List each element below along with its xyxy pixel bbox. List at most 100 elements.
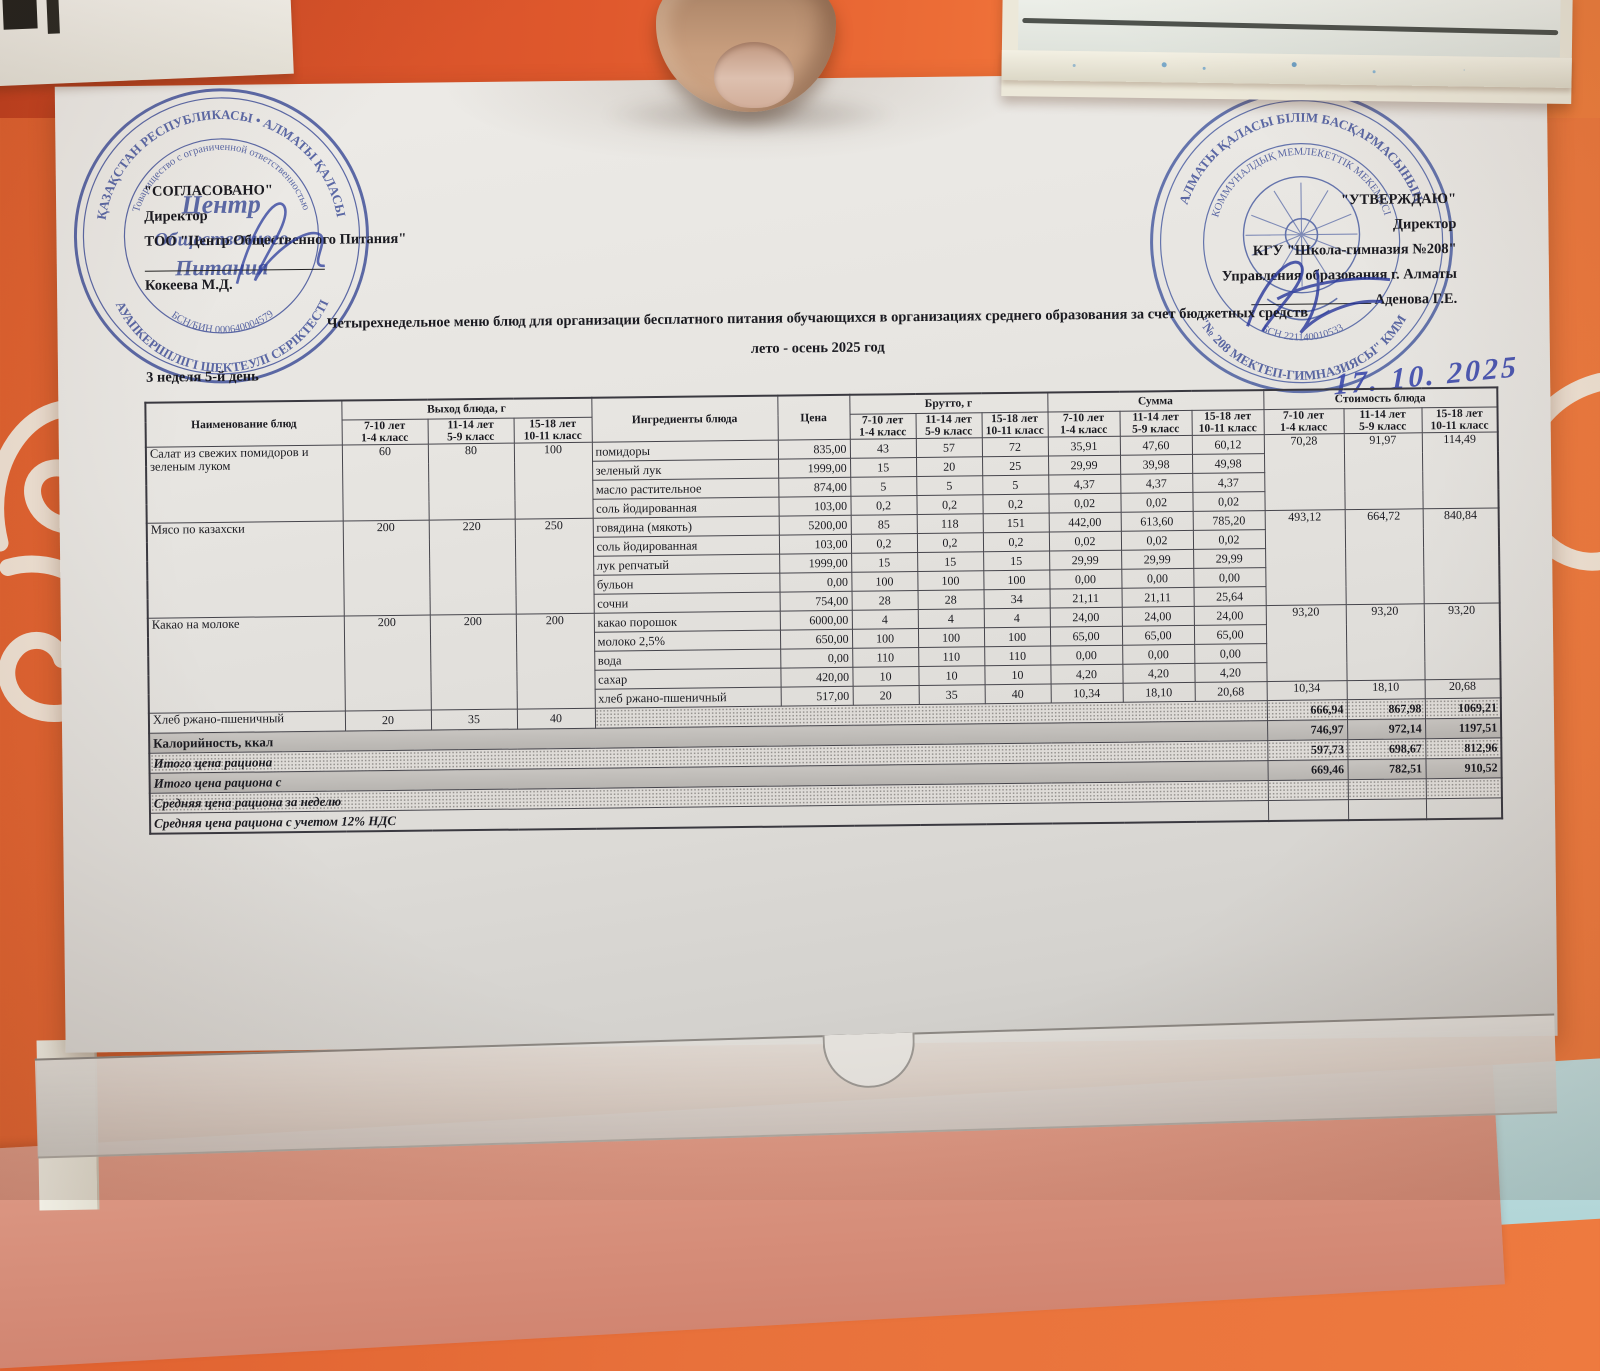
sum-cell: 10,34 — [1050, 683, 1123, 704]
brutto-cell: 20 — [916, 456, 983, 477]
col-header-age-3: 15-18 лет 10-11 класс — [513, 417, 592, 444]
yield-cell: 60 — [341, 444, 429, 522]
col-header-age-1: 7-10 лет 1-4 класс — [341, 419, 428, 446]
brutto-cell: 118 — [916, 513, 983, 534]
price-cell: 6000,00 — [779, 610, 852, 631]
col-header-ingredients: Ингредиенты блюда — [591, 395, 778, 443]
sum-cell: 4,37 — [1192, 472, 1265, 493]
signature-left — [235, 202, 325, 285]
price-cell: 517,00 — [780, 686, 853, 707]
sum-cell: 785,20 — [1192, 510, 1265, 531]
brutto-cell: 100 — [983, 570, 1050, 590]
sum-cell: 35,91 — [1047, 436, 1121, 457]
sum-cell: 29,99 — [1048, 455, 1121, 476]
sum-cell: 0,00 — [1050, 645, 1123, 666]
cost-cell: 70,28 — [1263, 433, 1345, 511]
brutto-cell: 15 — [983, 551, 1050, 571]
yield-cell: 200 — [343, 615, 431, 712]
ingredient-cell: масло растительное — [592, 478, 779, 500]
marker-scribble — [46, 0, 60, 34]
marker-scribble — [2, 0, 38, 30]
cost-cell: 493,12 — [1264, 509, 1346, 606]
cost-cell: 114,49 — [1421, 432, 1499, 509]
sum-cell: 25,64 — [1193, 586, 1266, 607]
ingredient-cell: какао порошок — [593, 611, 780, 633]
yield-cell: 200 — [342, 520, 430, 617]
sum-cell: 39,98 — [1120, 454, 1193, 475]
price-cell: 874,00 — [778, 477, 851, 498]
cost-cell: 91,97 — [1343, 432, 1423, 510]
ingredient-cell: молоко 2,5% — [594, 630, 781, 652]
yield-cell: 250 — [514, 518, 594, 615]
brutto-cell: 0,2 — [982, 494, 1049, 514]
sum-cell: 4,37 — [1048, 474, 1121, 495]
col-header-sum-group: Сумма — [1047, 390, 1264, 413]
thumb-nail — [714, 42, 794, 108]
yield-cell: 40 — [516, 708, 596, 730]
dish-cell: Салат из свежих помидоров и зеленым луко… — [145, 445, 343, 524]
summary-value-cell — [1425, 798, 1503, 820]
summary-value-cell: 812,96 — [1425, 738, 1502, 759]
dish-cell: Мясо по казахски — [146, 521, 344, 619]
col-header-age-3: 15-18 лет 10-11 класс — [981, 412, 1048, 438]
brutto-cell: 10 — [918, 665, 985, 686]
brutto-cell: 0,2 — [982, 532, 1050, 552]
ingredient-cell: зеленый лук — [592, 459, 779, 481]
sum-cell: 4,20 — [1122, 663, 1195, 684]
sum-cell: 0,00 — [1193, 567, 1266, 588]
col-header-dish: Наименование блюд — [145, 400, 342, 448]
summary-value-cell: 666,94 — [1266, 699, 1348, 721]
brutto-cell: 4 — [983, 608, 1050, 628]
brutto-cell: 100 — [917, 570, 984, 591]
sum-cell: 47,60 — [1119, 435, 1193, 456]
brutto-cell: 110 — [918, 646, 985, 667]
summary-label-cell: Хлеб ржано-пшеничный — [148, 711, 346, 734]
sum-cell: 65,00 — [1193, 624, 1267, 645]
stamp-left-center-line3: Питания — [174, 254, 269, 280]
summary-value-cell — [1347, 778, 1426, 800]
brutto-cell: 151 — [982, 513, 1049, 533]
price-cell: 103,00 — [778, 496, 851, 517]
whiteboard-surface — [1017, 0, 1561, 58]
col-header-price: Цена — [777, 394, 850, 441]
ingredient-cell: сочни — [593, 592, 780, 614]
summary-value-cell: 669,46 — [1267, 759, 1348, 781]
marker-line — [1022, 17, 1559, 36]
summary-value-cell: 910,52 — [1425, 758, 1502, 779]
sum-cell: 29,99 — [1049, 550, 1122, 571]
sum-cell: 49,98 — [1192, 453, 1265, 474]
brutto-cell: 57 — [915, 437, 983, 458]
brutto-cell: 28 — [917, 589, 984, 610]
menu-table: Наименование блюд Выход блюда, г Ингреди… — [144, 386, 1504, 835]
sum-cell: 21,11 — [1121, 587, 1194, 608]
summary-value-cell: 597,73 — [1267, 739, 1348, 761]
sum-cell: 21,11 — [1049, 588, 1122, 609]
summary-value-cell — [1267, 799, 1349, 822]
sum-cell: 0,00 — [1049, 569, 1122, 590]
yield-cell: 80 — [427, 443, 515, 521]
sum-cell: 20,68 — [1194, 681, 1267, 702]
brutto-cell: 100 — [851, 628, 919, 649]
sum-cell: 0,02 — [1192, 529, 1266, 550]
summary-value-cell — [1347, 798, 1427, 821]
brutto-cell: 5 — [850, 476, 917, 497]
summary-value-cell: 972,14 — [1347, 718, 1426, 740]
price-cell: 1999,00 — [779, 553, 852, 574]
sum-cell: 24,00 — [1049, 607, 1122, 628]
sum-cell: 29,99 — [1121, 549, 1194, 570]
signature-right — [1246, 260, 1391, 334]
col-header-age-3: 15-18 лет 10-11 класс — [1191, 409, 1264, 436]
sum-cell: 24,00 — [1193, 605, 1266, 626]
sum-cell: 0,02 — [1120, 530, 1194, 551]
col-header-brutto-group: Брутто, г — [849, 392, 1048, 415]
summary-value-cell — [1267, 779, 1348, 801]
ingredient-cell: бульон — [593, 573, 780, 595]
summary-value-cell: 1069,21 — [1424, 698, 1502, 719]
sum-cell: 4,20 — [1050, 664, 1123, 685]
ingredient-cell: соль йодированная — [592, 497, 779, 519]
cost-cell: 664,72 — [1344, 508, 1424, 605]
sum-cell: 60,12 — [1191, 434, 1265, 455]
brutto-cell: 34 — [983, 589, 1050, 609]
cost-cell: 93,20 — [1345, 603, 1425, 681]
sum-cell: 0,00 — [1122, 644, 1195, 665]
